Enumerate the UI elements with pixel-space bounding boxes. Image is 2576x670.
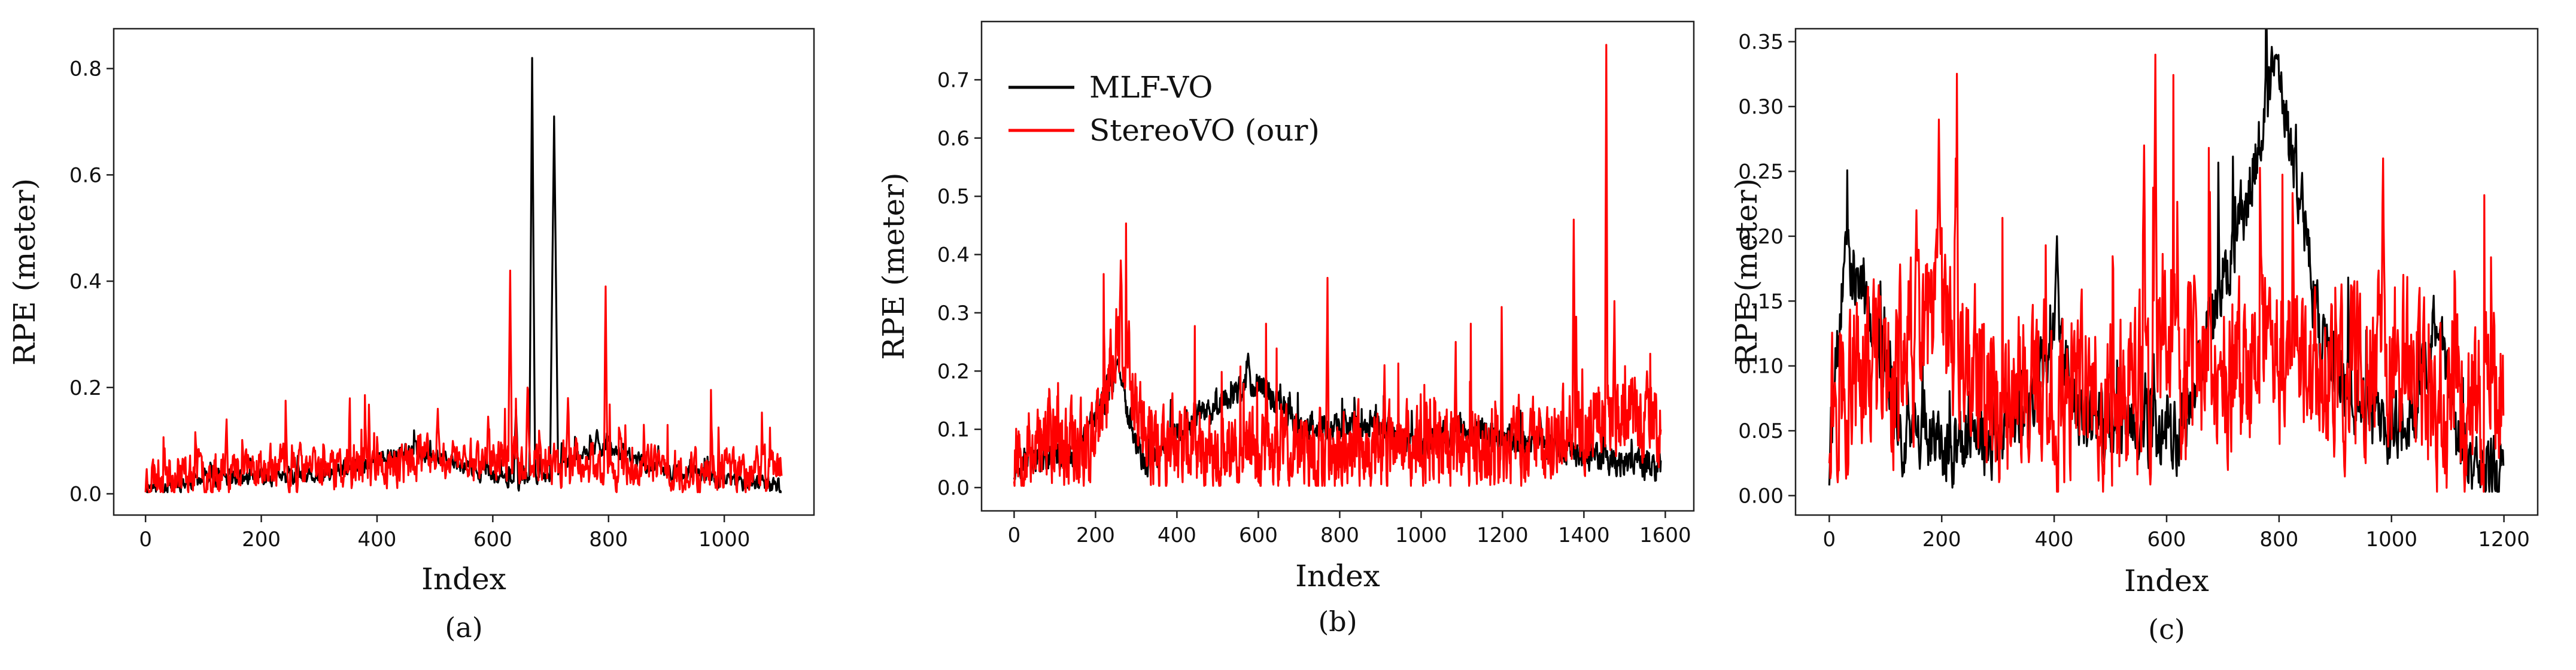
x-tick-label: 1600 (1639, 523, 1691, 547)
x-tick-label: 200 (1076, 523, 1115, 547)
y-tick-label: 0.20 (1738, 225, 1784, 249)
y-tick-label: 0.10 (1738, 355, 1784, 379)
y-tick-label: 0.0 (69, 482, 102, 506)
series-line-stereovo (1013, 44, 1662, 487)
x-tick-label: 1200 (1477, 523, 1529, 547)
x-tick-label: 400 (2035, 528, 2074, 552)
x-tick-label: 200 (1922, 528, 1961, 552)
x-tick-label: 600 (473, 528, 512, 552)
legend: MLF-VO StereoVO (our) (1008, 70, 1320, 148)
chart-panel-1: 0 200 400 600 800 1000 1200 1400 1600 0.0 0.1 0.2 0.… (876, 20, 1695, 638)
panel-caption: (b) (1318, 605, 1357, 638)
x-tick-label: 1000 (698, 528, 751, 552)
chart-panel-2: 0 200 400 600 800 1000 1200 0.00 0.05 0.10 0.15 0.2… (1729, 28, 2539, 645)
y-tick-label: 0.1 (937, 418, 970, 442)
y-tick-label: 0.25 (1738, 160, 1784, 184)
x-tick-label: 600 (2147, 528, 2186, 552)
y-axis-label: RPE (meter) (7, 178, 42, 366)
plot-frame (980, 20, 1695, 512)
x-axis-label: Index (1295, 559, 1380, 593)
x-tick-label: 1400 (1558, 523, 1610, 547)
y-tick-label: 0.7 (937, 68, 970, 92)
y-tick-label: 0.00 (1738, 484, 1784, 508)
x-tick-label: 0 (139, 528, 152, 552)
legend-label: StereoVO (our) (1089, 113, 1320, 148)
x-tick-label: 800 (2259, 528, 2298, 552)
plot-frame (113, 28, 815, 516)
panel-caption: (c) (2148, 613, 2185, 645)
y-tick-label: 0.5 (937, 185, 970, 209)
x-tick-label: 600 (1239, 523, 1278, 547)
x-tick-label: 0 (1008, 523, 1021, 547)
y-tick-label: 0.05 (1738, 419, 1784, 443)
x-tick-label: 0 (1823, 528, 1836, 552)
y-tick-label: 0.35 (1738, 31, 1784, 54)
y-tick-label: 0.6 (937, 127, 970, 151)
x-tick-label: 800 (589, 528, 628, 552)
series-line-stereovo (1828, 53, 2505, 493)
x-tick-label: 1000 (2365, 528, 2417, 552)
panel-caption: (a) (445, 611, 482, 644)
x-axis-label: Index (2124, 564, 2209, 598)
y-tick-label: 0.4 (937, 243, 970, 267)
x-tick-label: 400 (1158, 523, 1196, 547)
y-axis-label: RPE (meter) (876, 172, 911, 360)
y-tick-label: 0.2 (937, 360, 970, 383)
x-tick-label: 1200 (2478, 528, 2530, 552)
x-tick-label: 800 (1320, 523, 1359, 547)
legend-label: MLF-VO (1089, 70, 1213, 105)
y-tick-label: 0.15 (1738, 290, 1784, 313)
y-tick-label: 0.2 (69, 376, 102, 400)
chart-panel-0: 0 200 400 600 800 1000 0.0 0.2 0.4 0.6 0.8 Index RPE… (7, 28, 815, 644)
x-tick-label: 1000 (1395, 523, 1447, 547)
y-tick-label: 0.30 (1738, 95, 1784, 119)
x-axis-label: Index (421, 562, 506, 596)
x-tick-label: 200 (242, 528, 281, 552)
y-tick-label: 0.8 (69, 57, 102, 81)
y-axis-label: RPE (meter) (1729, 178, 1764, 366)
y-tick-label: 0.0 (937, 476, 970, 500)
y-tick-label: 0.4 (69, 270, 102, 294)
y-tick-label: 0.3 (937, 302, 970, 325)
x-tick-label: 400 (358, 528, 397, 552)
series-line-stereovo (144, 269, 783, 494)
y-tick-label: 0.6 (69, 163, 102, 187)
